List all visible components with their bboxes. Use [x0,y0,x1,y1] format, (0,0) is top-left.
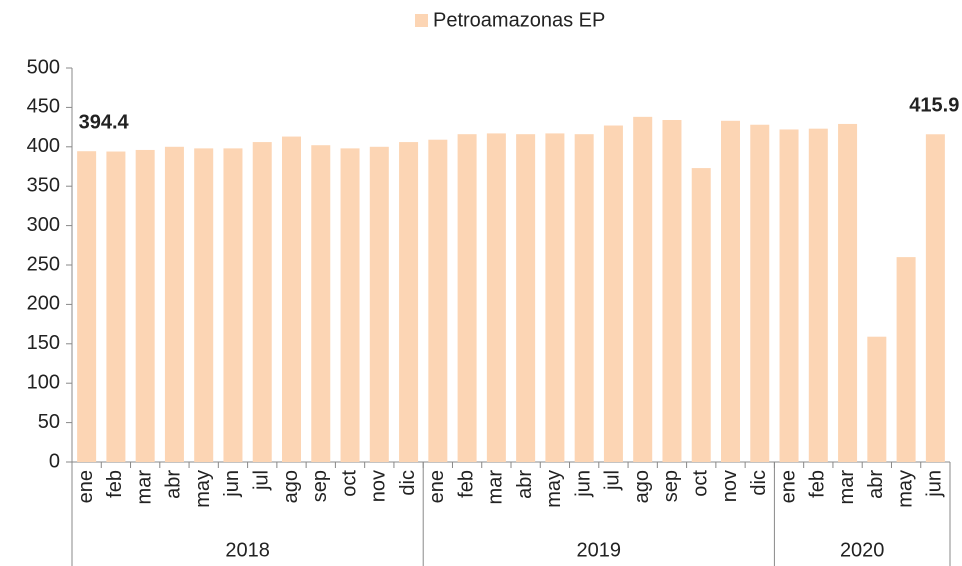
bar [282,136,301,462]
y-tick-label: 400 [27,135,60,157]
x-tick-label: ago [280,470,302,503]
y-tick-label: 450 [27,96,60,118]
x-tick-label: jun [924,470,946,498]
bar [838,123,858,462]
y-tick-label: 200 [27,293,60,315]
bar [486,133,506,463]
x-tick-label: ene [777,470,799,503]
x-tick-label: feb [807,470,829,498]
x-tick-label: abr [865,470,887,499]
y-tick-label: 350 [27,174,60,196]
x-tick-label: mar [485,470,507,505]
y-tick-label: 0 [49,450,60,472]
bar [574,134,594,462]
x-tick-label: nov [719,470,741,502]
group-label: 2018 [225,539,270,561]
bar [808,128,828,462]
bar [252,142,272,462]
x-tick-label: may [543,470,565,508]
x-tick-label: nov [368,470,390,502]
x-tick-label: feb [455,470,477,498]
bar [340,148,360,462]
bar [457,134,477,462]
group-label: 2020 [840,539,885,561]
x-tick-label: jul [602,470,624,491]
bar [77,151,97,462]
x-tick-label: sep [660,470,682,502]
x-tick-label: ago [631,470,653,503]
y-tick-label: 150 [27,332,60,354]
legend-label: Petroamazonas EP [433,9,605,31]
bar [135,149,155,462]
bar [164,146,184,463]
x-tick-label: mar [133,470,155,505]
bar [779,129,799,463]
bar [516,134,536,462]
y-tick-label: 100 [27,371,60,393]
y-tick-label: 50 [38,411,60,433]
bar [750,124,770,463]
x-tick-label: may [894,470,916,508]
y-tick-label: 500 [27,56,60,78]
x-tick-label: dic [748,470,770,496]
bar [925,134,945,462]
data-label: 415.9 [909,95,959,117]
bar [428,139,448,462]
bar [545,133,565,463]
x-tick-label: ene [426,470,448,503]
bar [603,125,623,463]
x-tick-label: may [192,470,214,508]
bar [369,146,389,463]
bar [223,148,243,462]
x-tick-label: jul [251,470,273,491]
x-tick-label: abr [163,470,185,499]
x-tick-label: mar [836,470,858,505]
group-label: 2019 [577,539,622,561]
legend-swatch [415,14,428,27]
x-tick-label: oct [690,470,712,497]
data-label: 394.4 [79,111,130,133]
x-tick-label: dic [397,470,419,496]
bar [896,257,916,462]
bar [633,116,653,462]
bar [106,151,126,462]
x-tick-label: jun [221,470,243,498]
bar [721,120,740,463]
bar [311,145,331,462]
y-tick-label: 250 [27,253,60,275]
x-tick-label: feb [104,470,126,498]
x-tick-label: oct [338,470,360,497]
bar [399,142,419,462]
bar [867,336,887,462]
x-tick-label: ene [75,470,97,503]
x-tick-label: abr [514,470,536,499]
bar [194,148,214,462]
bar [662,120,682,463]
x-tick-label: jun [572,470,594,498]
y-tick-label: 300 [27,214,60,236]
x-tick-label: sep [309,470,331,502]
bar [691,168,711,463]
